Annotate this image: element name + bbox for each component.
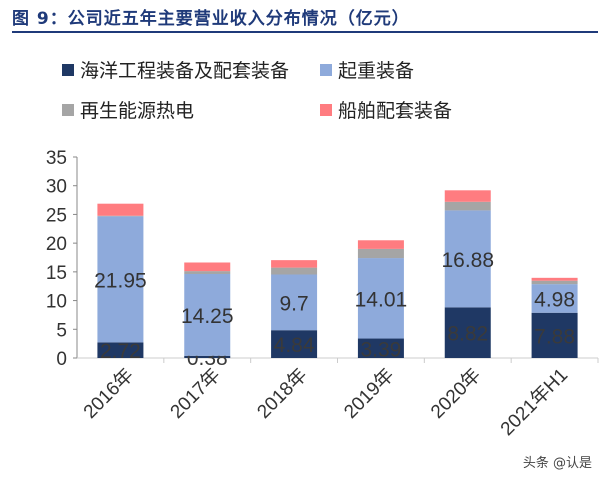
legend-swatch xyxy=(62,63,74,76)
x-tick-label: 2018年 xyxy=(253,364,312,423)
data-label: 16.88 xyxy=(441,249,494,272)
data-label: 2.72 xyxy=(100,340,141,363)
bar-segment xyxy=(184,273,231,356)
y-tick-label: 5 xyxy=(56,320,67,341)
bar-segment xyxy=(184,355,231,358)
data-label: 8.82 xyxy=(447,323,488,346)
data-label: 21.95 xyxy=(94,269,147,292)
x-tick-label: 2020年 xyxy=(426,364,485,423)
legend-label: 起重装备 xyxy=(338,60,415,82)
bar-segment xyxy=(444,201,491,211)
bar-segment xyxy=(357,338,404,358)
legend-swatch xyxy=(320,63,332,76)
legend-label: 船舶配套装备 xyxy=(338,100,453,122)
legend-swatch xyxy=(320,103,332,116)
bar-segment xyxy=(357,258,404,339)
x-tick-label: 2019年 xyxy=(340,364,399,423)
bar-segment xyxy=(271,267,318,275)
bar-segment xyxy=(531,277,578,281)
bar-segment xyxy=(444,190,491,202)
legend-label: 海洋工程装备及配套装备 xyxy=(80,60,290,82)
bar-segment xyxy=(271,330,318,358)
legend-item: 船舶配套装备 xyxy=(320,96,452,123)
bar-segment xyxy=(97,342,144,358)
legend-item: 再生能源热电 xyxy=(62,96,194,123)
bar-segment xyxy=(444,210,491,308)
y-tick-label: 30 xyxy=(46,177,67,198)
data-label: 14.25 xyxy=(181,305,234,328)
bar-segment xyxy=(271,274,318,331)
y-tick-label: 20 xyxy=(46,234,67,255)
legend-item: 起重装备 xyxy=(320,56,414,83)
data-label: 7.88 xyxy=(534,325,575,348)
watermark: 头条 @认是 xyxy=(522,456,592,471)
x-tick-label: 2016年 xyxy=(79,364,138,423)
bar-segment xyxy=(184,271,231,274)
y-tick-label: 0 xyxy=(56,349,67,370)
data-label: 3.39 xyxy=(360,338,401,361)
bar-segment xyxy=(357,240,404,249)
data-label: 4.98 xyxy=(534,288,575,311)
y-tick-label: 15 xyxy=(46,263,67,284)
bar-segment xyxy=(97,215,144,217)
x-tick-label: 2021年H1 xyxy=(496,364,572,440)
bar-segment xyxy=(531,312,578,358)
data-label: 9.7 xyxy=(279,292,308,315)
bar-segment xyxy=(271,260,318,268)
x-tick-label: 2017年 xyxy=(166,364,225,423)
bar-segment xyxy=(444,307,491,358)
legend-item: 海洋工程装备及配套装备 xyxy=(62,56,289,83)
bar-segment xyxy=(531,284,578,313)
bar-segment xyxy=(97,216,144,343)
bar-segment xyxy=(531,280,578,285)
y-tick-label: 25 xyxy=(46,205,67,226)
y-tick-label: 35 xyxy=(46,148,67,169)
data-label: 14.01 xyxy=(355,288,408,311)
legend-label: 再生能源热电 xyxy=(80,100,195,122)
y-tick-label: 10 xyxy=(46,292,67,313)
title-divider xyxy=(12,31,598,33)
chart-title: 图 9：公司近五年主要营业收入分布情况（亿元） xyxy=(12,9,410,29)
bar-segment xyxy=(97,203,144,216)
bar-segment xyxy=(357,248,404,259)
legend-swatch xyxy=(62,103,74,116)
data-label: 4.84 xyxy=(274,334,315,357)
bar-segment xyxy=(184,262,231,272)
